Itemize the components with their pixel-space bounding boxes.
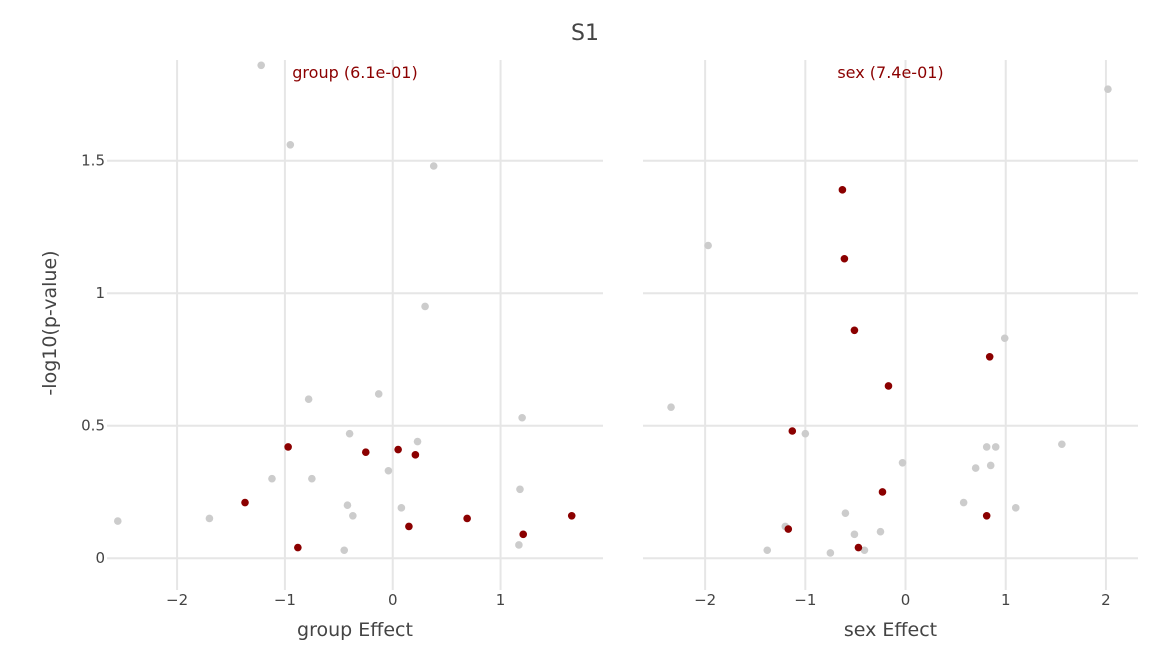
highlighted-point[interactable] [568, 512, 576, 520]
panel-title: sex (7.4e-01) [837, 63, 943, 82]
highlighted-point[interactable] [851, 327, 859, 335]
highlighted-point[interactable] [879, 488, 887, 496]
data-point[interactable] [992, 443, 1000, 451]
x-tick-label: 1 [496, 591, 506, 609]
data-point[interactable] [1058, 440, 1066, 448]
data-point[interactable] [421, 303, 429, 311]
y-tick-label: 0 [95, 549, 105, 567]
highlighted-point[interactable] [784, 525, 792, 533]
data-point[interactable] [877, 528, 885, 536]
data-point[interactable] [349, 512, 357, 520]
y-tick-label: 0.5 [81, 417, 105, 435]
data-point[interactable] [305, 395, 313, 403]
data-point[interactable] [287, 141, 295, 149]
data-point[interactable] [268, 475, 276, 483]
data-point[interactable] [257, 62, 265, 70]
data-point[interactable] [1104, 85, 1112, 93]
data-point[interactable] [983, 443, 991, 451]
data-point[interactable] [308, 475, 316, 483]
x-axis-title: sex Effect [844, 619, 937, 641]
data-point[interactable] [414, 438, 422, 446]
highlighted-point[interactable] [294, 544, 302, 552]
data-point[interactable] [899, 459, 907, 467]
data-point[interactable] [1012, 504, 1020, 512]
data-point[interactable] [763, 546, 771, 554]
figure-title: S1 [571, 21, 599, 46]
data-point[interactable] [206, 515, 214, 523]
y-axis-title: -log10(p-value) [39, 250, 61, 395]
data-point[interactable] [430, 162, 438, 170]
data-point[interactable] [375, 390, 383, 398]
x-tick-label: −2 [694, 591, 716, 609]
panel-title: group (6.1e-01) [292, 63, 417, 82]
data-point[interactable] [851, 531, 859, 539]
highlighted-point[interactable] [839, 186, 847, 194]
y-tick-label: 1 [95, 284, 105, 302]
highlighted-point[interactable] [463, 515, 471, 523]
panel-group: −2 −1 0 1 0 0.5 1 1.5 group (6.1e-01) group Effec… [81, 60, 603, 641]
panel-sex: −2 −1 0 1 2 sex (7.4e-01) sex Effect [643, 60, 1138, 641]
highlighted-point[interactable] [394, 446, 402, 454]
x-tick-label: 0 [901, 591, 911, 609]
data-point[interactable] [842, 509, 850, 517]
data-point[interactable] [667, 403, 675, 411]
data-point[interactable] [385, 467, 393, 475]
data-point[interactable] [802, 430, 810, 438]
data-point[interactable] [114, 517, 122, 525]
highlighted-point[interactable] [885, 382, 893, 390]
x-tick-label: 0 [388, 591, 398, 609]
highlighted-point[interactable] [241, 499, 249, 507]
data-point[interactable] [704, 242, 712, 250]
data-point[interactable] [960, 499, 968, 507]
x-tick-label: −1 [274, 591, 296, 609]
highlighted-point[interactable] [412, 451, 420, 459]
highlighted-point[interactable] [983, 512, 991, 520]
x-tick-label: −2 [166, 591, 188, 609]
data-point[interactable] [340, 546, 348, 554]
x-tick-label: −1 [794, 591, 816, 609]
data-point[interactable] [516, 486, 524, 494]
highlighted-point[interactable] [855, 544, 863, 552]
data-point[interactable] [346, 430, 354, 438]
x-tick-label: 1 [1001, 591, 1011, 609]
highlighted-point[interactable] [284, 443, 292, 451]
volcano-plot-figure: S1 −2 −1 0 1 0 0.5 1 1.5 group (6.1e-01) group Ef… [0, 0, 1171, 661]
x-tick-label: 2 [1101, 591, 1111, 609]
x-axis-title: group Effect [297, 619, 413, 641]
data-point[interactable] [827, 549, 835, 557]
data-point[interactable] [344, 501, 352, 509]
data-point[interactable] [972, 464, 980, 472]
data-point[interactable] [515, 541, 523, 549]
y-tick-label: 1.5 [81, 152, 105, 170]
data-point[interactable] [1001, 334, 1009, 342]
data-point[interactable] [518, 414, 526, 422]
highlighted-point[interactable] [841, 255, 849, 263]
highlighted-point[interactable] [789, 427, 797, 435]
highlighted-point[interactable] [986, 353, 994, 361]
highlighted-point[interactable] [519, 531, 527, 539]
data-point[interactable] [987, 462, 995, 470]
highlighted-point[interactable] [405, 523, 413, 531]
highlighted-point[interactable] [362, 448, 370, 456]
data-point[interactable] [398, 504, 406, 512]
